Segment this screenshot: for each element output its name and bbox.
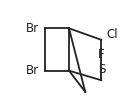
Text: Br: Br — [26, 22, 39, 35]
Text: F: F — [98, 48, 105, 61]
Text: Cl: Cl — [107, 28, 119, 41]
Text: Br: Br — [26, 64, 39, 77]
Text: S: S — [98, 63, 105, 76]
